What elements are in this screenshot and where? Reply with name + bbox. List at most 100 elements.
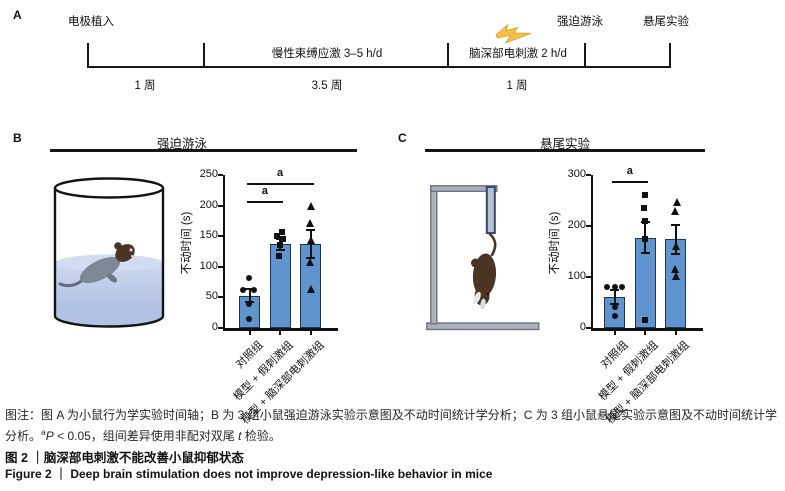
data-point-square bbox=[642, 236, 648, 243]
data-point-triangle bbox=[673, 198, 681, 206]
error-bar-cap bbox=[671, 252, 680, 255]
significance-label: a bbox=[626, 165, 633, 178]
y-tick-label: 100 bbox=[199, 259, 218, 272]
y-tick bbox=[586, 276, 591, 278]
y-axis bbox=[591, 175, 593, 330]
data-point-square bbox=[279, 228, 285, 235]
data-point-square bbox=[642, 218, 648, 225]
x-tick bbox=[248, 330, 251, 335]
y-tick-label: 150 bbox=[199, 229, 218, 242]
data-point-square bbox=[274, 233, 280, 240]
y-tick bbox=[218, 265, 223, 268]
panel-b-label: B bbox=[13, 131, 22, 145]
x-tick bbox=[674, 330, 677, 335]
data-point-circle bbox=[611, 303, 618, 310]
data-point-triangle bbox=[307, 235, 315, 244]
caption-note-line2: 分析。aP < 0.05，组间差异使用非配对双尾 t 检验。 bbox=[5, 427, 281, 444]
milestone-tail-suspension: 悬尾实验 bbox=[643, 16, 689, 28]
x-tick bbox=[309, 330, 312, 335]
data-point-circle bbox=[603, 284, 610, 291]
lightning-bolt-icon bbox=[495, 24, 532, 44]
data-point-square bbox=[277, 241, 283, 248]
error-bar-cap bbox=[640, 252, 650, 254]
panel-c-label: C bbox=[398, 131, 407, 145]
y-tick-label: 0 bbox=[579, 321, 586, 333]
data-point-square bbox=[642, 317, 648, 324]
caption-t-symbol: t bbox=[238, 429, 242, 443]
error-bar-cap bbox=[610, 289, 619, 292]
data-point-triangle bbox=[306, 257, 314, 266]
y-tick bbox=[218, 327, 223, 329]
y-tick-label: 200 bbox=[199, 198, 218, 211]
y-tick bbox=[586, 327, 591, 329]
mouse-tail bbox=[488, 232, 497, 257]
significance-bracket bbox=[246, 183, 314, 185]
timeline-tick bbox=[87, 43, 89, 67]
significance-bracket bbox=[611, 181, 648, 184]
data-point-circle bbox=[250, 287, 257, 294]
x-tick bbox=[644, 330, 646, 335]
y-tick bbox=[586, 225, 591, 227]
data-point-triangle bbox=[671, 264, 679, 273]
y-tick-label: 50 bbox=[205, 290, 218, 303]
data-point-square bbox=[280, 236, 286, 243]
hanging-mouse bbox=[471, 253, 497, 310]
x-tick bbox=[613, 330, 616, 335]
data-point-square bbox=[641, 205, 647, 212]
data-point-circle bbox=[611, 312, 618, 319]
timeline-tick bbox=[203, 43, 205, 67]
y-axis bbox=[223, 175, 225, 330]
panel-a-label: A bbox=[13, 8, 22, 22]
y-tick bbox=[218, 204, 223, 207]
forced-swim-illustration bbox=[53, 177, 165, 328]
data-point-triangle bbox=[672, 241, 680, 250]
y-tick bbox=[586, 174, 591, 176]
y-axis-label: 不动时间 (s) bbox=[181, 211, 193, 275]
caption-note-line1: 图注：图 A 为小鼠行为学实验时间轴；B 为 3 组小鼠强迫游泳实验示意图及不动… bbox=[5, 408, 778, 422]
y-tick bbox=[218, 296, 223, 299]
swimming-mouse bbox=[58, 242, 139, 288]
data-point-circle bbox=[611, 283, 618, 290]
duration-1-week-2: 1 周 bbox=[506, 80, 528, 92]
x-axis bbox=[591, 328, 703, 331]
milestone-forced-swim: 强迫游泳 bbox=[557, 16, 603, 28]
data-point-triangle bbox=[672, 272, 680, 280]
significance-label: a bbox=[261, 185, 268, 198]
data-point-circle bbox=[245, 301, 252, 308]
x-axis bbox=[223, 328, 338, 331]
suspension-strip bbox=[485, 186, 496, 234]
error-bar-cap bbox=[671, 224, 680, 226]
timeline-tick bbox=[584, 43, 586, 67]
y-axis-label: 不动时间 (s) bbox=[549, 211, 561, 275]
timeline-tick bbox=[447, 43, 449, 67]
x-tick bbox=[279, 330, 281, 335]
data-point-triangle bbox=[307, 284, 315, 293]
data-point-circle bbox=[618, 284, 625, 291]
panel-b-title-underline bbox=[50, 149, 357, 152]
error-bar-cap bbox=[275, 248, 285, 251]
panel-c-title-underline bbox=[425, 149, 705, 152]
timeline-line bbox=[87, 66, 671, 68]
y-tick-label: 250 bbox=[199, 168, 218, 180]
error-bar bbox=[674, 225, 677, 254]
error-bar bbox=[309, 230, 312, 259]
duration-1-week: 1 周 bbox=[134, 80, 156, 92]
error-bar bbox=[248, 288, 251, 303]
data-point-triangle bbox=[671, 206, 679, 215]
error-bar-cap bbox=[306, 229, 315, 232]
y-tick bbox=[218, 235, 223, 238]
error-bar-cap bbox=[245, 287, 254, 290]
figure-title-en: Figure 2 ｜ Deep brain stimulation does n… bbox=[5, 467, 493, 481]
caption-note-line2-prefix: 分析。 bbox=[5, 429, 42, 443]
error-bar bbox=[613, 290, 616, 304]
tail-suspension-illustration bbox=[426, 185, 540, 331]
y-tick-label: 200 bbox=[567, 219, 586, 231]
caption-stat-suffix: 检验。 bbox=[241, 429, 281, 443]
caption-significance-superscript: a bbox=[41, 427, 46, 437]
caption-stat-text: < 0.05，组间差异使用非配对双尾 bbox=[53, 429, 239, 443]
significance-bracket bbox=[246, 201, 283, 204]
y-tick bbox=[218, 174, 223, 176]
data-point-square bbox=[276, 253, 282, 260]
panel-c-title: 悬尾实验 bbox=[539, 137, 591, 151]
